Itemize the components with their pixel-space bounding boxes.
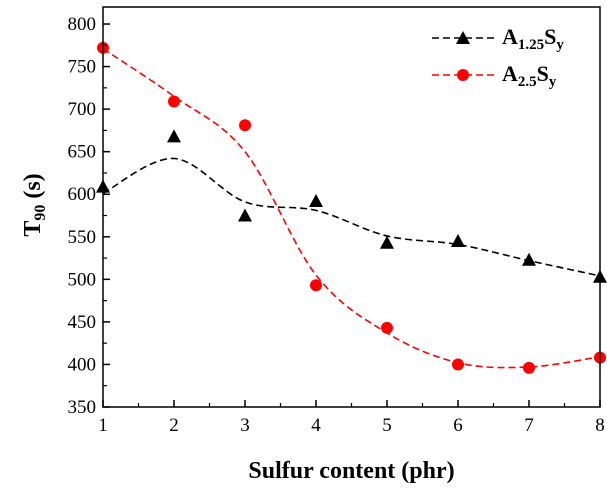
data-point-a25 <box>168 95 180 108</box>
trend-lines <box>102 48 601 369</box>
legend-label-a25: A2.5Sy <box>502 61 557 90</box>
x-tick-label: 2 <box>169 415 179 436</box>
x-tick-label: 1 <box>98 415 108 436</box>
y-tick-label: 450 <box>68 312 97 333</box>
data-point-a125 <box>451 234 465 248</box>
x-tick-label: 4 <box>311 415 321 436</box>
y-tick-label: 800 <box>68 14 97 35</box>
data-point-a125 <box>238 208 252 222</box>
data-point-a25 <box>523 361 535 374</box>
legend-entry-a25: A2.5Sy <box>432 61 557 90</box>
data-point-a125 <box>167 129 181 143</box>
x-tick-label: 3 <box>240 415 250 436</box>
legend-entry-a125: A1.25Sy <box>432 24 564 53</box>
y-tick-label: 350 <box>68 397 97 418</box>
legend-label-a125: A1.25Sy <box>502 24 564 53</box>
legend-marker-circle <box>457 69 469 81</box>
x-axis-title: Sulfur content (phr) <box>248 458 454 484</box>
y-tick-label: 700 <box>68 99 97 120</box>
data-point-a125 <box>380 235 394 249</box>
x-tick-label: 7 <box>524 415 534 436</box>
data-point-a25 <box>452 358 464 371</box>
y-tick-label: 550 <box>68 227 97 248</box>
axis-ticks: 1 2 3 4 5 6 7 8 350 400 450 500 550 600 650 700 750 800 <box>68 14 605 436</box>
y-tick-label: 650 <box>68 142 97 163</box>
legend: A1.25Sy A2.5Sy <box>432 24 564 90</box>
x-tick-label: 5 <box>382 415 392 436</box>
y-tick-label: 400 <box>68 354 97 375</box>
data-point-a125 <box>309 194 323 208</box>
legend-marker-triangle <box>456 31 470 44</box>
y-tick-label: 600 <box>68 184 97 205</box>
y-axis-title-sub: 90 <box>32 205 49 221</box>
y-tick-label: 500 <box>68 269 97 290</box>
y-axis-title: T90 (s) <box>20 173 49 236</box>
y-tick-label: 750 <box>68 57 97 78</box>
x-tick-label: 6 <box>453 415 463 436</box>
data-point-a125 <box>522 252 536 266</box>
plot-frame <box>102 6 601 408</box>
trend-line-series-0 <box>102 157 601 277</box>
y-axis-title-unit: (s) <box>20 173 46 204</box>
data-point-a25 <box>239 119 251 132</box>
data-markers <box>96 41 607 374</box>
trend-line-series-1 <box>102 48 601 369</box>
y-axis-title-main: T <box>20 221 46 237</box>
x-tick-label: 8 <box>595 415 605 436</box>
data-point-a25 <box>310 279 322 292</box>
data-point-a25 <box>381 321 393 334</box>
